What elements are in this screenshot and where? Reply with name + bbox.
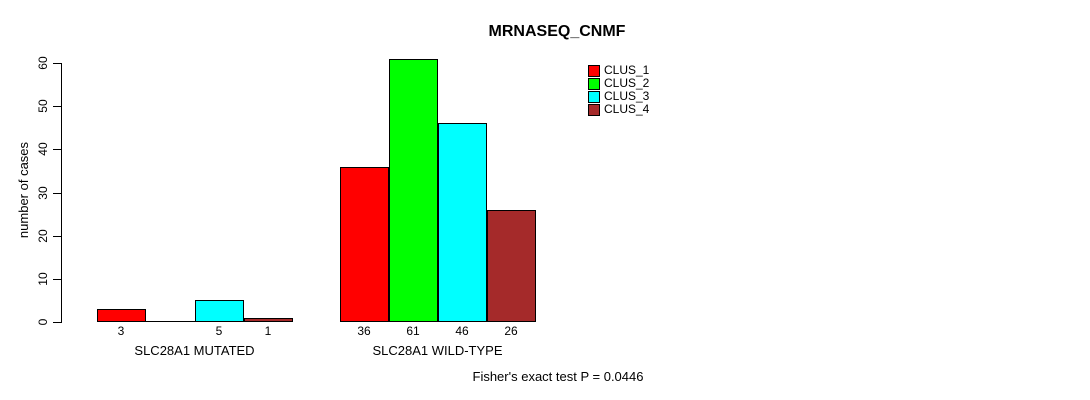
- legend-label: CLUS_3: [604, 89, 650, 103]
- x-category-label: SLC28A1 WILD-TYPE: [372, 343, 503, 358]
- legend: CLUS_1 CLUS_2 CLUS_3 CLUS_4: [588, 64, 649, 116]
- bar-clus-4-group-1: [486, 210, 536, 322]
- y-tick-mark: [53, 236, 61, 237]
- bar-value-label: 1: [264, 324, 272, 338]
- y-tick-label: 10: [36, 272, 50, 286]
- bar-value-label: 61: [406, 324, 420, 338]
- legend-row: CLUS_4: [588, 103, 649, 116]
- y-tick-label: 30: [36, 186, 50, 200]
- chart-title: MRNASEQ_CNMF: [488, 23, 626, 40]
- bar-clus-3-group-0: [194, 300, 244, 322]
- y-axis-label: number of cases: [16, 141, 31, 239]
- legend-label: CLUS_2: [604, 76, 650, 90]
- bar-clus-1-group-1: [339, 167, 389, 322]
- legend-swatch-clus-2-icon: [588, 77, 600, 90]
- y-axis-line: [61, 63, 62, 323]
- y-tick-mark: [53, 106, 61, 107]
- bar-value-label: 36: [357, 324, 371, 338]
- bar-value-label: 26: [504, 324, 518, 338]
- legend-row: CLUS_1: [588, 64, 649, 77]
- y-tick-label: 50: [36, 99, 50, 113]
- y-tick-label: 60: [36, 56, 50, 70]
- bar-value-label: 3: [117, 324, 125, 338]
- legend-swatch-clus-3-icon: [588, 90, 600, 103]
- bar-clus-1-group-0: [96, 309, 146, 322]
- bar-clus-3-group-1: [437, 123, 487, 322]
- y-tick-mark: [53, 279, 61, 280]
- legend-label: CLUS_1: [604, 63, 650, 77]
- bar-clus-2-group-1: [388, 59, 438, 322]
- bar-value-label: 5: [215, 324, 223, 338]
- y-tick-label: 0: [36, 318, 50, 326]
- legend-swatch-clus-4-icon: [588, 103, 600, 116]
- y-tick-mark: [53, 193, 61, 194]
- x-category-label: SLC28A1 MUTATED: [134, 343, 255, 358]
- bar-value-label: 46: [455, 324, 469, 338]
- y-tick-mark: [53, 63, 61, 64]
- y-tick-label: 40: [36, 142, 50, 156]
- bar-clus-4-group-0: [243, 318, 293, 322]
- legend-row: CLUS_2: [588, 77, 649, 90]
- legend-label: CLUS_4: [604, 102, 650, 116]
- y-tick-mark: [53, 322, 61, 323]
- annotation-fisher-test: Fisher's exact test P = 0.0446: [472, 369, 644, 384]
- y-tick-mark: [53, 149, 61, 150]
- legend-swatch-clus-1-icon: [588, 64, 600, 77]
- y-tick-label: 20: [36, 229, 50, 243]
- legend-row: CLUS_3: [588, 90, 649, 103]
